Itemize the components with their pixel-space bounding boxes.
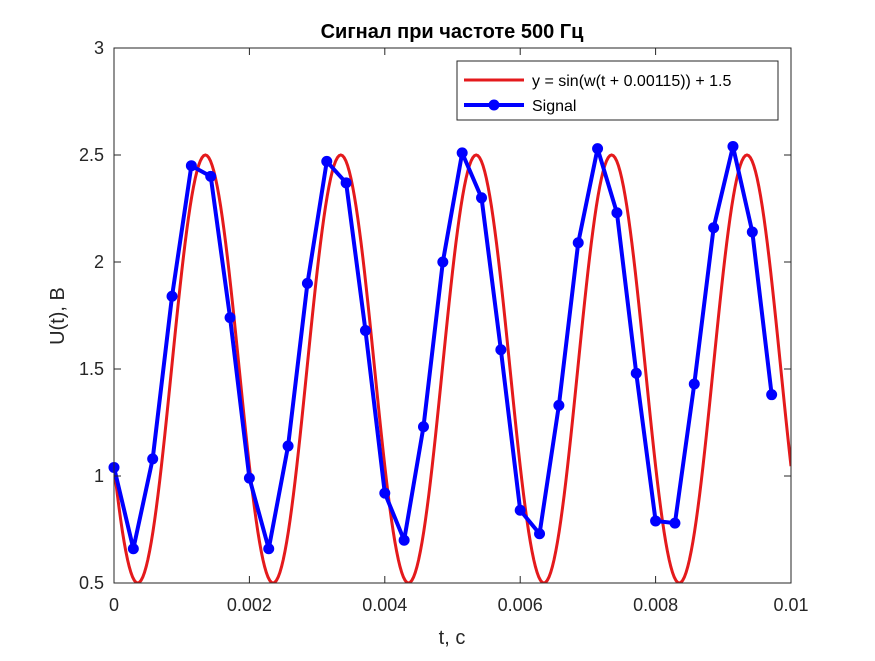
- signal-point: [263, 543, 275, 555]
- signal-point: [572, 237, 584, 249]
- signal-point: [224, 312, 236, 324]
- signal-point: [379, 487, 391, 499]
- y-tick-label: 0.5: [79, 573, 104, 593]
- signal-point: [553, 399, 565, 411]
- signal-point: [185, 160, 197, 172]
- signal-point: [243, 472, 255, 484]
- chart-title: Сигнал при частоте 500 Гц: [321, 21, 585, 43]
- signal-point: [359, 324, 371, 336]
- legend-label-2: Signal: [532, 98, 576, 115]
- legend-label-1: y = sin(w(t + 0.00115)) + 1.5: [532, 73, 731, 90]
- legend-marker-2: [488, 99, 500, 111]
- signal-point: [611, 207, 623, 219]
- y-tick-label: 2.5: [79, 145, 104, 165]
- signal-point: [727, 140, 739, 152]
- signal-point: [688, 378, 700, 390]
- signal-point: [321, 155, 333, 167]
- signal-point: [766, 389, 778, 401]
- axes-group: 0 0.002 0.004 0.006 0.008 0.01 0.5 1 1.5 2 2.5 3: [79, 38, 809, 615]
- signal-point: [398, 534, 410, 546]
- signal-point: [630, 367, 642, 379]
- x-tick-label: 0.01: [773, 595, 808, 615]
- x-tick-label: 0.008: [633, 595, 678, 615]
- signal-point: [301, 277, 313, 289]
- plot-area: [114, 48, 791, 583]
- x-tick-label: 0.002: [227, 595, 272, 615]
- signal-point: [495, 344, 507, 356]
- signal-point: [456, 147, 468, 159]
- x-tick-label: 0: [109, 595, 119, 615]
- y-tick-label: 2: [94, 252, 104, 272]
- y-tick-label: 1: [94, 466, 104, 486]
- signal-point: [282, 440, 294, 452]
- signal-point: [746, 226, 758, 238]
- signal-point: [534, 528, 546, 540]
- axes-box: [113, 47, 792, 584]
- legend-box: [456, 60, 779, 121]
- signal-point: [592, 143, 604, 155]
- x-axis-title: t, c: [439, 627, 466, 649]
- signal-point: [127, 543, 139, 555]
- y-tick-label: 3: [94, 38, 104, 58]
- y-axis-title: U(t), B: [47, 287, 69, 345]
- signal-point: [340, 177, 352, 189]
- signal-point: [476, 192, 488, 204]
- signal-point: [166, 290, 178, 302]
- signal-point: [514, 504, 526, 516]
- y-tick-label: 1.5: [79, 359, 104, 379]
- signal-point: [708, 222, 720, 234]
- x-tick-label: 0.004: [362, 595, 407, 615]
- signal-point: [147, 453, 159, 465]
- x-tick-label: 0.006: [498, 595, 543, 615]
- signal-point: [417, 421, 429, 433]
- signal-point: [650, 515, 662, 527]
- signal-point: [437, 256, 449, 268]
- signal-point: [669, 517, 681, 529]
- legend: y = sin(w(t + 0.00115)) + 1.5 Signal: [456, 60, 779, 121]
- signal-point: [205, 170, 217, 182]
